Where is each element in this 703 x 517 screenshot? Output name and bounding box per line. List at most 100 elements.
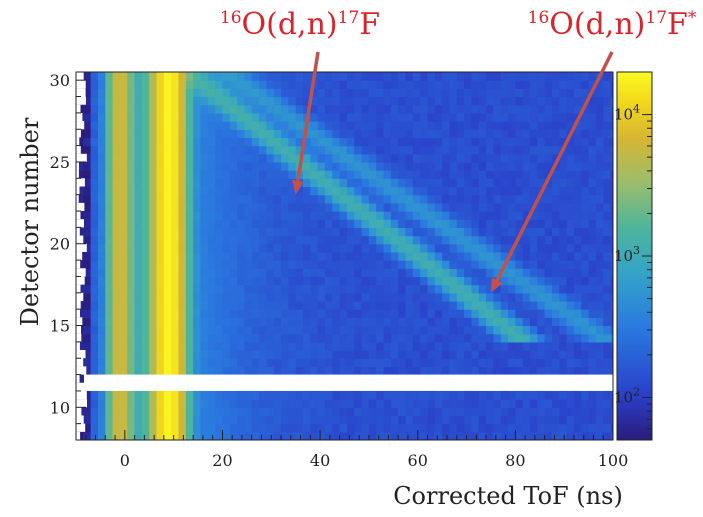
heatmap-cell [324,260,333,269]
heatmap-cell [346,268,355,278]
heatmap-cell [449,112,458,122]
heatmap-cell [442,161,451,171]
heatmap-cell [508,219,516,228]
heatmap-cell [244,251,253,261]
heatmap-cell [163,178,172,188]
heatmap-cell [259,341,267,351]
heatmap-cell [127,415,136,425]
heatmap-cell [420,112,429,122]
heatmap-cell [222,194,231,204]
heatmap-cell [544,333,553,343]
heatmap-cell [471,309,480,318]
heatmap-cell [573,96,582,106]
heatmap-cell [354,333,363,343]
heatmap-cell [171,423,180,433]
heatmap-cell [259,104,267,114]
heatmap-cell [273,260,282,269]
heatmap-cell [266,194,275,204]
heatmap-cell [566,431,575,440]
heatmap-cell [420,129,429,139]
heatmap-cell [464,350,473,359]
heatmap-cell [200,358,209,367]
heatmap-cell [244,178,253,188]
heatmap-cell [376,333,385,343]
heatmap-cell [266,350,275,359]
heatmap-cell [486,88,494,98]
heatmap-cell [434,284,443,294]
heatmap-cell [141,399,150,408]
heatmap-cell [251,227,260,237]
heatmap-cell [508,211,516,220]
heatmap-cell [449,227,458,237]
heatmap-cell [222,399,231,408]
heatmap-cell [266,104,275,114]
heatmap-cell [127,194,136,204]
heatmap-cell [332,137,341,147]
heatmap-cell [149,137,158,147]
heatmap-cell [405,399,414,408]
heatmap-cell [390,104,399,114]
heatmap-cell [595,243,604,253]
heatmap-cell [544,431,553,440]
heatmap-cell [368,284,377,294]
heatmap-cell [522,227,531,237]
heatmap-cell [566,153,575,163]
heatmap-cell [229,112,238,122]
heatmap-cell [566,137,575,147]
heatmap-cell [595,129,604,139]
heatmap-cell [515,96,524,106]
heatmap-cell [215,292,224,302]
heatmap-cell [405,178,414,188]
heatmap-cell [266,431,275,440]
heatmap-cell [544,292,553,302]
heatmap-cell [368,276,377,286]
heatmap-cell [420,161,429,171]
heatmap-cell [237,178,246,188]
heatmap-cell [332,333,341,343]
heatmap-cell [405,325,414,335]
heatmap-cell [537,276,546,286]
heatmap-cell [83,194,92,204]
heatmap-cell [244,350,253,359]
heatmap-cell [185,80,194,89]
heatmap-cell [537,268,546,278]
heatmap-cell [134,431,143,440]
heatmap-cell [332,358,341,367]
heatmap-cell [530,72,538,81]
heatmap-cell [420,80,429,89]
heatmap-cell [544,251,553,261]
heatmap-cell [332,399,341,408]
heatmap-cell [273,407,282,417]
heatmap-cell [405,260,414,269]
heatmap-cell [134,137,143,147]
heatmap-cell [544,112,553,122]
heatmap-cell [229,219,238,228]
heatmap-cell [588,309,597,318]
heatmap-cell [515,292,524,302]
heatmap-cell [229,260,238,269]
heatmap-cell [324,88,333,98]
heatmap-cell [354,104,363,114]
heatmap-cell [442,260,451,269]
heatmap-cell [149,300,158,310]
heatmap-cell [339,161,348,171]
heatmap-cell [215,170,224,179]
heatmap-cell [303,72,311,81]
heatmap-cell [581,325,590,335]
heatmap-cell [259,121,267,130]
heatmap-cell [449,350,458,359]
heatmap-cell [259,186,267,196]
heatmap-cell [83,325,92,335]
heatmap-cell [259,243,267,253]
heatmap-cell [544,366,553,376]
heatmap-cell [288,399,297,408]
heatmap-cell [354,276,363,286]
heatmap-cell [178,219,187,228]
heatmap-cell [508,251,516,261]
heatmap-cell [244,104,253,114]
heatmap-cell [193,235,202,245]
heatmap-cell [508,423,516,433]
heatmap-cell [486,390,494,400]
heatmap-cell [603,219,612,228]
heatmap-cell [317,284,326,294]
